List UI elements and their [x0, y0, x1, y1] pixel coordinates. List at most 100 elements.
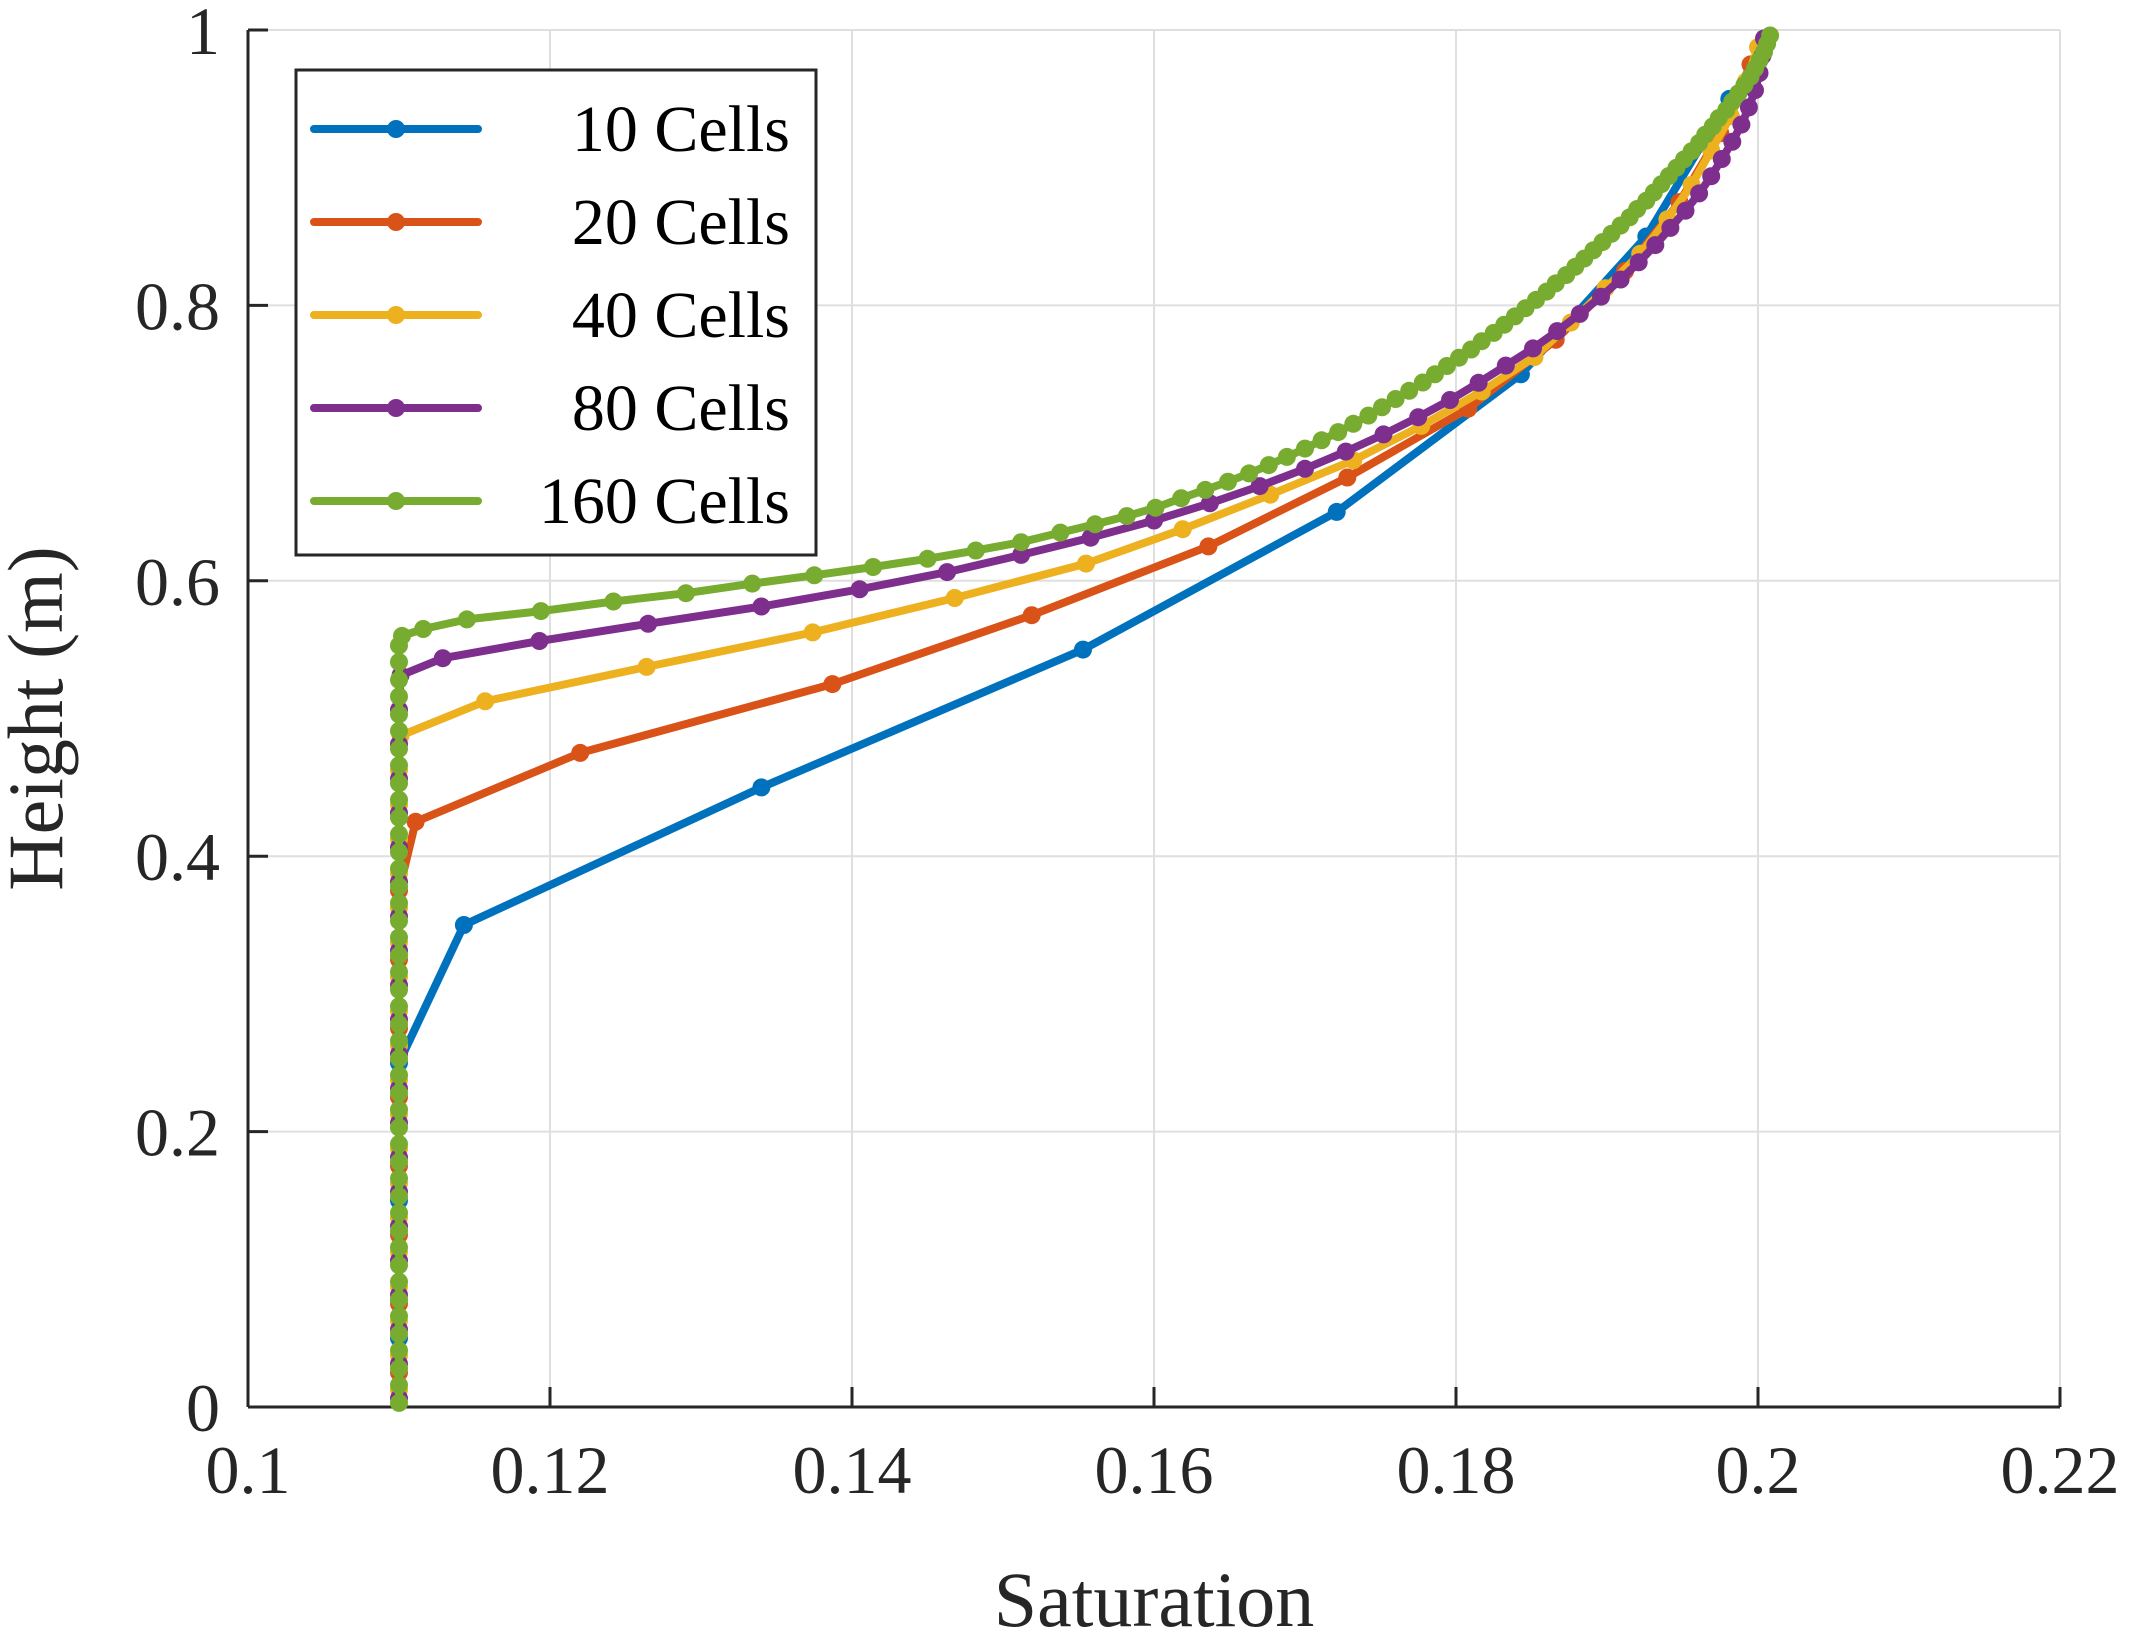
data-point	[1296, 459, 1314, 478]
legend-swatch-marker	[387, 213, 405, 231]
data-point	[1646, 236, 1665, 255]
data-point	[1441, 391, 1459, 409]
y-tick-label: 0.4	[135, 819, 220, 895]
x-tick-label: 0.2	[1716, 1432, 1801, 1508]
data-point	[1012, 533, 1031, 552]
data-point	[390, 1187, 408, 1206]
data-point	[1386, 390, 1405, 408]
data-point	[823, 675, 842, 694]
data-point	[1259, 456, 1278, 475]
data-point	[390, 1238, 408, 1257]
x-tick-label: 0.12	[491, 1432, 610, 1508]
data-point	[414, 620, 433, 638]
y-tick-label: 0	[186, 1370, 220, 1446]
data-point	[1723, 132, 1742, 151]
data-point	[1374, 425, 1393, 444]
data-point	[390, 1031, 408, 1050]
data-point	[1338, 468, 1357, 487]
data-point	[1173, 520, 1192, 539]
data-point	[1329, 423, 1348, 442]
data-point	[1739, 98, 1758, 117]
data-point	[604, 592, 623, 611]
data-point	[390, 894, 408, 912]
data-point	[1611, 270, 1630, 289]
data-point	[803, 623, 822, 642]
data-point	[1336, 442, 1355, 461]
data-point	[752, 778, 771, 797]
data-point	[530, 632, 549, 650]
data-point	[1074, 640, 1092, 659]
data-point	[1732, 115, 1751, 134]
data-point	[752, 597, 771, 616]
axes	[246, 28, 2062, 1409]
y-tick-label: 1	[186, 0, 220, 69]
legend-item: 20 Cells	[310, 186, 790, 259]
data-point	[805, 566, 824, 585]
data-point	[390, 843, 408, 862]
data-point	[390, 1256, 408, 1275]
legend-item: 80 Cells	[310, 372, 790, 445]
data-point	[390, 1307, 408, 1326]
data-point	[1312, 431, 1331, 450]
data-point	[390, 1221, 408, 1240]
data-point	[390, 721, 408, 740]
data-point	[390, 1203, 408, 1222]
data-point	[390, 1341, 408, 1360]
data-point	[1712, 150, 1731, 168]
data-point	[476, 692, 495, 711]
data-point	[1250, 477, 1269, 496]
data-point	[1373, 398, 1391, 417]
series-160-cells	[390, 26, 1780, 1412]
data-point	[1548, 322, 1567, 341]
data-point	[390, 962, 408, 981]
data-point	[918, 549, 937, 568]
data-point	[433, 649, 452, 668]
x-axis-title: Saturation	[994, 1556, 1315, 1631]
data-point	[1702, 167, 1721, 186]
y-tick-label: 0.8	[135, 268, 220, 344]
x-tick-label: 0.14	[793, 1432, 912, 1508]
y-axis-title: Height (m)	[0, 546, 79, 890]
legend-swatch-marker	[387, 492, 405, 510]
data-point	[1296, 439, 1314, 458]
data-point	[637, 657, 656, 676]
data-point	[390, 1118, 408, 1137]
legend-item: 160 Cells	[310, 465, 790, 538]
data-point	[390, 928, 408, 947]
data-point	[1146, 498, 1165, 517]
data-point	[390, 1325, 408, 1343]
data-point	[1469, 373, 1488, 392]
data-point	[390, 756, 408, 775]
data-point	[457, 610, 476, 629]
data-point	[966, 541, 985, 560]
data-point	[1524, 339, 1542, 358]
data-point	[390, 1049, 408, 1068]
data-point	[1051, 523, 1070, 542]
x-tick-label: 0.22	[2001, 1432, 2120, 1508]
data-point	[390, 1290, 408, 1309]
legend-label: 160 Cells	[539, 465, 790, 538]
data-point	[390, 670, 408, 689]
x-tick-label: 0.18	[1397, 1432, 1516, 1508]
data-point	[390, 1066, 408, 1085]
data-point	[1172, 489, 1191, 508]
data-point	[390, 687, 408, 706]
data-point	[1277, 447, 1296, 466]
legend-label: 10 Cells	[572, 93, 790, 166]
data-point	[1409, 408, 1428, 427]
data-point	[945, 589, 964, 607]
legend-item: 40 Cells	[310, 279, 790, 352]
data-point	[390, 877, 408, 896]
legend-item: 10 Cells	[310, 93, 790, 166]
data-point	[1077, 554, 1095, 573]
data-point	[390, 1359, 408, 1378]
data-point	[1086, 515, 1105, 534]
data-point	[390, 1393, 408, 1412]
data-point	[390, 946, 408, 965]
data-point	[390, 790, 408, 809]
legend-swatch-marker	[387, 399, 405, 417]
data-point	[639, 614, 658, 633]
data-point	[390, 997, 408, 1016]
data-point	[390, 705, 408, 724]
